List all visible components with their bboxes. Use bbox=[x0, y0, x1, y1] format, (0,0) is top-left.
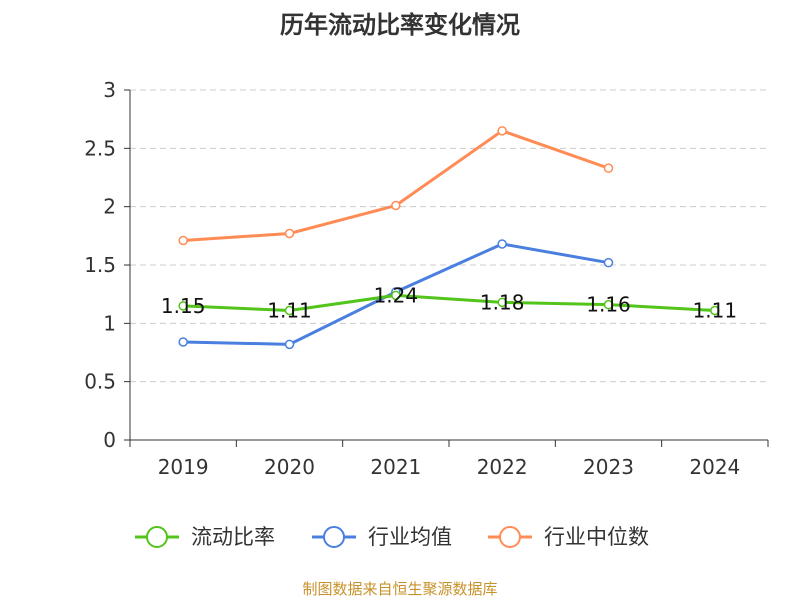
y-tick-label: 0.5 bbox=[84, 370, 116, 394]
legend-label: 行业中位数 bbox=[544, 525, 649, 549]
data-point bbox=[497, 239, 507, 249]
x-tick-label: 2019 bbox=[158, 455, 209, 479]
x-tick-label: 2022 bbox=[477, 455, 528, 479]
series-line-0 bbox=[183, 293, 715, 313]
data-point bbox=[284, 228, 295, 239]
data-label: 1.11 bbox=[267, 299, 312, 323]
y-tick-label: 2 bbox=[103, 195, 116, 219]
data-point bbox=[603, 299, 614, 310]
data-label: 1.15 bbox=[161, 294, 206, 318]
x-tick-label: 2020 bbox=[264, 455, 315, 479]
data-point bbox=[284, 339, 295, 350]
y-tick-label: 2.5 bbox=[84, 136, 116, 160]
x-tick-label: 2024 bbox=[689, 455, 740, 479]
data-label: 1.18 bbox=[480, 290, 525, 314]
data-label: 1.16 bbox=[586, 293, 631, 317]
data-label: 1.11 bbox=[693, 299, 738, 323]
data-point bbox=[603, 163, 614, 173]
legend-marker bbox=[323, 526, 345, 548]
legend-label: 流动比率 bbox=[191, 525, 275, 549]
data-point bbox=[178, 235, 188, 246]
legend-marker bbox=[499, 526, 521, 548]
data-point bbox=[284, 305, 295, 316]
source-footer: 制图数据来自恒生聚源数据库 bbox=[302, 580, 497, 598]
data-point bbox=[391, 200, 401, 211]
legend-marker bbox=[146, 526, 168, 548]
data-point bbox=[710, 305, 720, 316]
y-tick-label: 1.5 bbox=[84, 253, 116, 277]
data-point bbox=[497, 126, 507, 136]
x-tick-label: 2021 bbox=[370, 455, 421, 479]
legend-label: 行业均值 bbox=[368, 525, 452, 549]
data-label: 1.24 bbox=[374, 283, 419, 307]
data-point bbox=[497, 297, 507, 308]
data-point bbox=[178, 301, 188, 311]
series-line-2 bbox=[183, 129, 609, 242]
x-tick-label: 2023 bbox=[583, 455, 634, 479]
y-tick-label: 0 bbox=[103, 428, 116, 452]
chart-title: 历年流动比率变化情况 bbox=[280, 11, 520, 39]
data-point bbox=[391, 290, 401, 301]
data-point bbox=[178, 337, 188, 347]
y-tick-label: 3 bbox=[103, 78, 116, 102]
y-tick-label: 1 bbox=[103, 311, 116, 335]
data-point bbox=[603, 257, 614, 268]
